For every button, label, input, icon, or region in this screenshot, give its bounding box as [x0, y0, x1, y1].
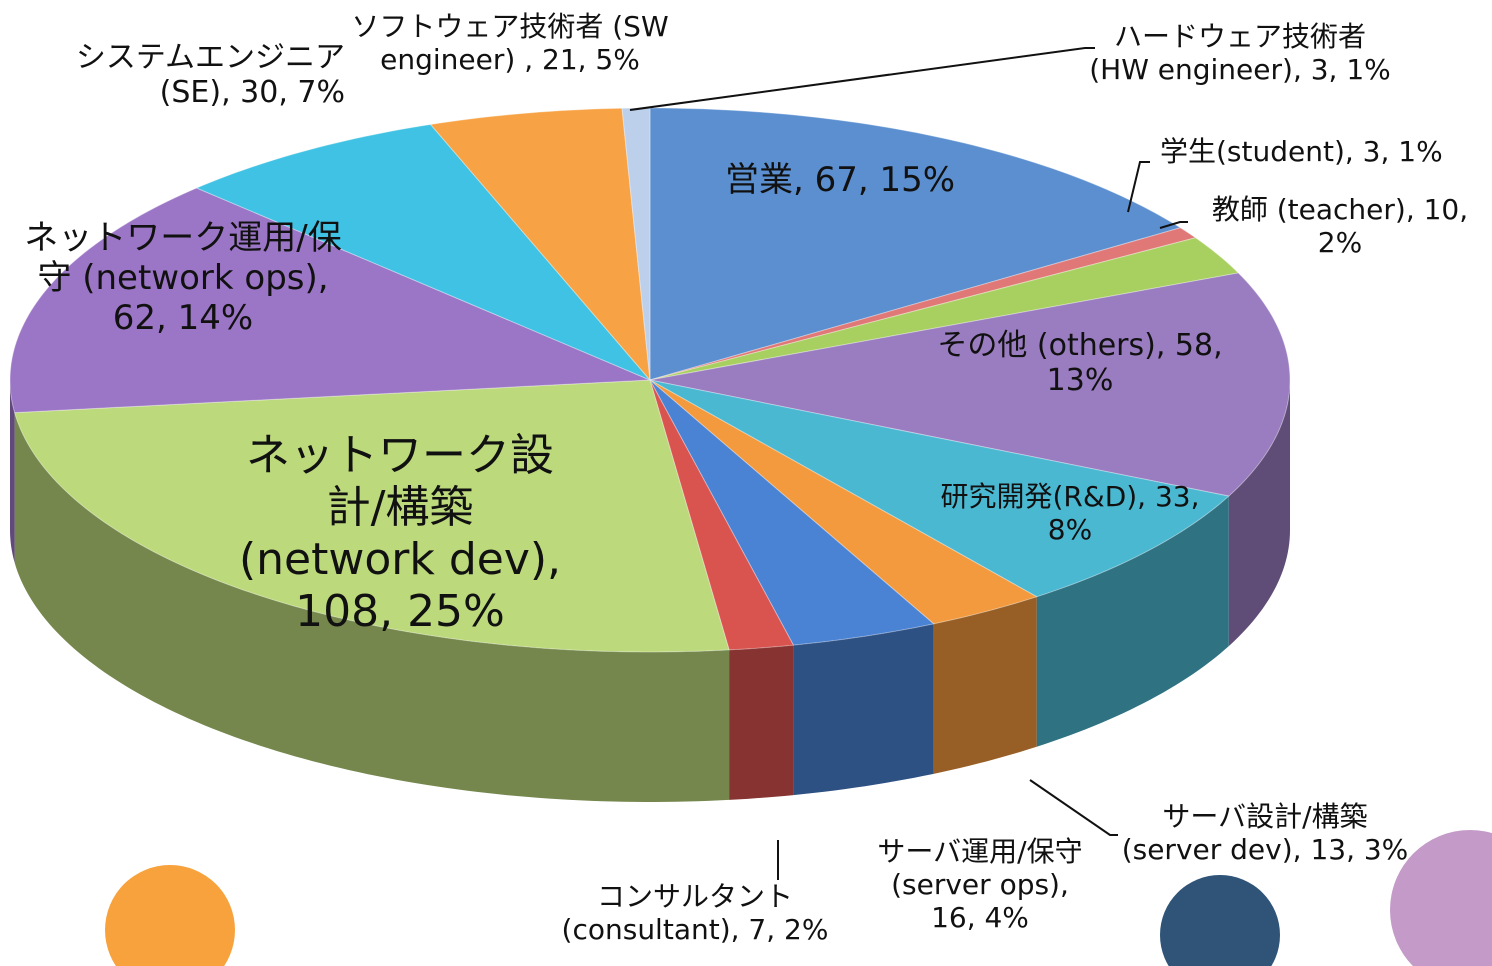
slice-side — [933, 596, 1037, 774]
data-label: 教師 (teacher), 10, 2% — [1211, 193, 1469, 260]
slice-side — [729, 645, 794, 800]
slice — [649, 379, 1230, 598]
data-label: システムエンジニア (SE), 30, 7% — [75, 40, 345, 111]
slice-side — [1036, 496, 1229, 747]
data-label: その他 (others), 58, 13% — [937, 328, 1223, 399]
slice — [13, 379, 730, 653]
data-label: 学生(student), 3, 1% — [1160, 135, 1443, 168]
data-label: サーバ設計/構築 (server dev), 13, 3% — [1121, 800, 1409, 867]
slice-side — [10, 380, 15, 563]
leader-line — [1029, 779, 1118, 836]
data-label: ハードウェア技術者 (HW engineer), 3, 1% — [1089, 20, 1391, 87]
slice — [649, 379, 935, 646]
slice — [649, 237, 1240, 381]
slice — [195, 123, 651, 381]
decor-circle — [105, 865, 235, 966]
slice — [9, 187, 651, 414]
slice-side — [14, 412, 730, 802]
data-label: ネットワーク運用/保守 (network ops), 62, 14% — [24, 218, 342, 339]
leader-line — [1159, 221, 1188, 229]
data-label: ネットワーク設計/構築 (network dev), 108, 25% — [238, 430, 562, 637]
leader-line — [1127, 161, 1150, 213]
slice — [649, 379, 795, 651]
data-label: サーバ運用/保守 (server ops), 16, 4% — [877, 835, 1083, 935]
slice — [621, 107, 651, 381]
data-label: 営業, 67, 15% — [724, 160, 956, 200]
data-label: コンサルタント (consultant), 7, 2% — [561, 880, 829, 947]
leaders — [629, 47, 1188, 880]
slice-side — [793, 623, 934, 796]
data-label: 研究開発(R&D), 33, 8% — [940, 480, 1200, 547]
slice — [649, 272, 1291, 497]
leader-line — [629, 47, 1095, 111]
slice-side — [1228, 380, 1290, 647]
data-label: ソフトウェア技術者 (SW engineer) , 21, 5% — [351, 10, 669, 77]
slice — [649, 107, 1182, 381]
pie — [9, 107, 1291, 802]
decor-circle — [1160, 875, 1280, 966]
slice — [649, 379, 1038, 625]
slice — [429, 107, 651, 382]
decor-circle — [1390, 830, 1492, 966]
